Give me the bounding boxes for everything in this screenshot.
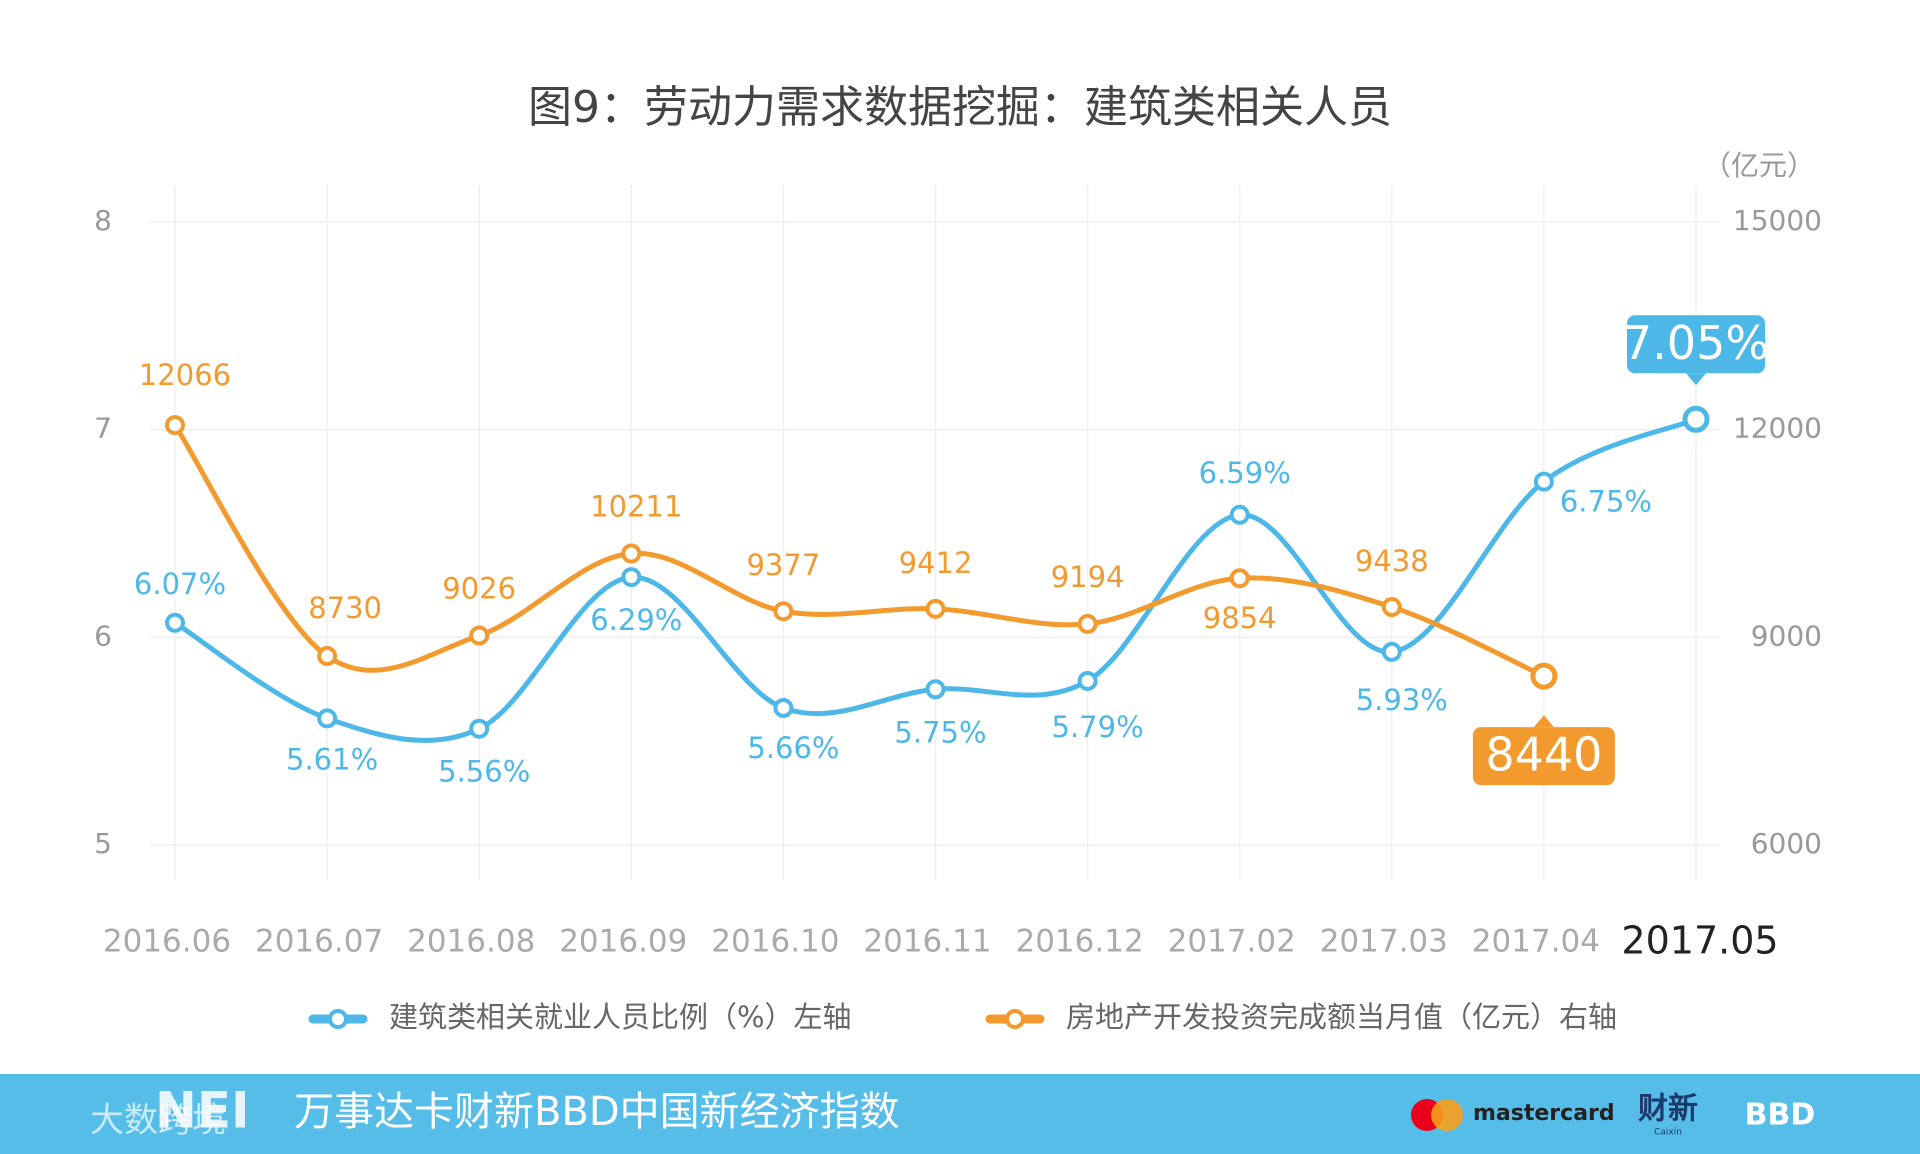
value-label: 12066: [139, 358, 231, 392]
data-point: [925, 598, 946, 619]
value-label: 5.79%: [1052, 710, 1144, 744]
watermark: 大数跨境: [90, 1101, 226, 1141]
value-label: 5.75%: [894, 715, 986, 749]
value-label: 10211: [590, 490, 682, 524]
brand-caixin: 财新: [1638, 1092, 1698, 1127]
x-tick-label: 2016.10: [711, 924, 839, 960]
mastercard-circle: [1431, 1099, 1463, 1131]
value-label: 9854: [1203, 601, 1277, 635]
data-point: [1381, 641, 1402, 662]
value-label: 6.29%: [590, 603, 682, 637]
legend-label: 房地产开发投资完成额当月值（亿元）右轴: [1066, 1000, 1617, 1034]
x-tick-label: 2017.02: [1168, 924, 1296, 960]
data-point: [469, 718, 490, 739]
y-tick-label: 8: [94, 204, 112, 237]
footer-text: 万事达卡财新BBD中国新经济指数: [294, 1089, 900, 1135]
y-tick-label: 5: [94, 827, 112, 860]
y2-tick-label: 6000: [1751, 827, 1822, 860]
y2-tick-label: 12000: [1733, 412, 1822, 445]
y-tick-label: 6: [94, 619, 112, 652]
data-point: [1530, 662, 1558, 690]
value-label: 6.75%: [1560, 485, 1652, 519]
value-label: 9026: [442, 572, 516, 606]
x-tick-label: 2016.06: [103, 924, 231, 960]
y2-tick-label: 9000: [1751, 619, 1822, 652]
data-point: [1229, 568, 1250, 589]
y2-axis-label: （亿元）: [1703, 149, 1815, 182]
x-tick-label: 2017.03: [1320, 924, 1448, 960]
data-point: [1682, 405, 1710, 433]
data-point: [773, 697, 794, 718]
value-label: 8440: [1485, 728, 1602, 782]
data-point: [1077, 613, 1098, 634]
value-label: 5.93%: [1356, 683, 1448, 717]
x-tick-label: 2016.09: [559, 924, 687, 960]
data-point: [1077, 670, 1098, 691]
value-label: 9412: [899, 546, 973, 580]
footer-band: [0, 1074, 1920, 1154]
legend-marker: [328, 1009, 348, 1029]
data-point: [165, 415, 185, 436]
series-layer: 6.07% 5.61% 5.56% 6.29% 5.66% 5.75% 5.79% 6.59%…: [134, 315, 1769, 789]
y2-tick-label: 15000: [1733, 204, 1822, 237]
value-label: 5.56%: [438, 755, 530, 789]
footer-logo: NEI: [155, 1082, 250, 1140]
x-tick-label: 2016.11: [863, 924, 991, 960]
brand-bbd: BBD: [1745, 1098, 1816, 1133]
chart-title: 图9：劳动力需求数据挖掘：建筑类相关人员: [528, 82, 1392, 133]
x-tick-label: 2016.12: [1015, 924, 1143, 960]
data-point: [469, 625, 490, 646]
data-point: [925, 679, 946, 700]
value-label: 6.59%: [1199, 456, 1291, 490]
value-label: 9438: [1355, 544, 1429, 578]
series-line: [172, 422, 1547, 679]
value-label: 8730: [308, 591, 382, 625]
data-point: [165, 612, 185, 633]
x-tick-label: 2016.07: [255, 924, 383, 960]
value-label: 7.05%: [1623, 316, 1769, 370]
value-label: 5.66%: [747, 731, 839, 765]
legend-label: 建筑类相关就业人员比例（%）左轴: [389, 1000, 852, 1034]
callout-tip: [1686, 373, 1706, 386]
data-point: [1381, 597, 1402, 618]
legend-marker: [1005, 1009, 1025, 1029]
callout-tip: [1533, 715, 1554, 728]
value-label: 9194: [1051, 560, 1125, 594]
data-point: [317, 708, 338, 729]
x-tick-label: 2017.05: [1621, 919, 1778, 963]
data-point: [621, 567, 642, 588]
data-point: [621, 543, 642, 564]
data-point: [1533, 471, 1554, 492]
x-tick-label: 2017.04: [1472, 924, 1600, 960]
value-label: 9377: [746, 548, 820, 582]
data-point: [773, 601, 794, 622]
y-tick-label: 7: [94, 412, 112, 445]
brand-caixin-en: Caixin: [1654, 1128, 1682, 1138]
value-label: 6.07%: [134, 567, 226, 601]
data-point: [1229, 504, 1250, 525]
x-tick-label: 2016.08: [407, 924, 535, 960]
callout-box: [1627, 315, 1765, 374]
callout-box: [1472, 727, 1615, 786]
data-point: [317, 646, 338, 667]
brand-mastercard: mastercard: [1473, 1101, 1615, 1126]
value-label: 5.61%: [286, 742, 378, 776]
